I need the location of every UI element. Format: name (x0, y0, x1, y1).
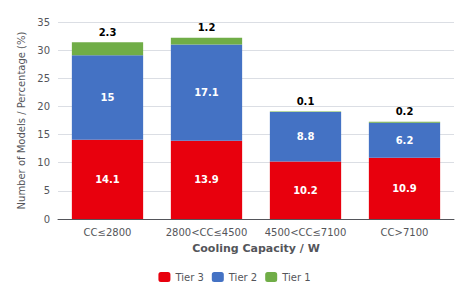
svg-text:Tier 1: Tier 1 (281, 272, 310, 283)
svg-text:4500<CC≤7100: 4500<CC≤7100 (265, 227, 347, 238)
svg-text:25: 25 (37, 73, 50, 84)
svg-text:35: 35 (37, 17, 50, 28)
svg-text:14.1: 14.1 (95, 174, 120, 185)
svg-text:0: 0 (44, 214, 50, 225)
svg-text:15: 15 (37, 129, 50, 140)
svg-text:Tier 2: Tier 2 (228, 272, 257, 283)
svg-text:15: 15 (101, 92, 115, 103)
svg-text:Number of Models / Percentage: Number of Models / Percentage (%) (16, 31, 27, 209)
svg-text:Cooling Capacity / W: Cooling Capacity / W (192, 242, 320, 255)
svg-text:CC≤2800: CC≤2800 (84, 227, 132, 238)
svg-text:Tier 3: Tier 3 (174, 272, 203, 283)
svg-text:8.8: 8.8 (297, 131, 315, 142)
svg-text:5: 5 (44, 185, 50, 196)
svg-text:10.2: 10.2 (293, 185, 318, 196)
svg-text:0.1: 0.1 (297, 96, 315, 107)
svg-text:2.3: 2.3 (99, 27, 117, 38)
svg-text:0.2: 0.2 (396, 106, 414, 117)
svg-text:CC>7100: CC>7100 (381, 227, 429, 238)
svg-text:20: 20 (37, 101, 50, 112)
svg-text:6.2: 6.2 (396, 135, 414, 146)
svg-text:2800<CC≤4500: 2800<CC≤4500 (166, 227, 248, 238)
svg-text:10: 10 (37, 157, 50, 168)
svg-text:13.9: 13.9 (194, 174, 219, 185)
svg-text:10.9: 10.9 (392, 183, 417, 194)
svg-text:1.2: 1.2 (198, 22, 216, 33)
svg-text:30: 30 (37, 45, 50, 56)
svg-text:17.1: 17.1 (194, 87, 219, 98)
